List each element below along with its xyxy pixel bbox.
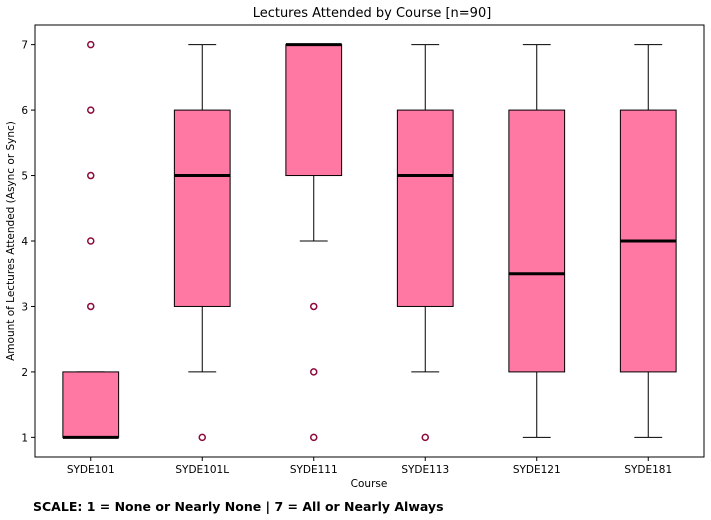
box-iqr — [285, 44, 343, 177]
outlier-point — [310, 368, 318, 376]
x-tick-label: SYDE101 — [67, 464, 115, 476]
axes-frame — [34, 24, 705, 458]
outlier-point — [421, 433, 429, 442]
y-tick-label: 6 — [21, 105, 28, 117]
box-iqr — [508, 109, 566, 373]
outlier-point — [87, 302, 95, 311]
box-iqr — [396, 109, 454, 307]
x-tick-label: SYDE101L — [175, 464, 229, 476]
outlier-point — [87, 237, 95, 245]
x-tick-label: SYDE111 — [290, 464, 338, 476]
outlier-point — [310, 302, 318, 311]
x-tick-label: SYDE113 — [401, 464, 449, 476]
scale-footnote: SCALE: 1 = None or Nearly None | 7 = All… — [33, 499, 444, 514]
y-tick-label: 5 — [21, 171, 28, 183]
y-tick-label: 7 — [21, 40, 28, 52]
y-tick-label: 1 — [21, 432, 28, 444]
y-tick-label: 2 — [21, 367, 28, 379]
chart-title: Lectures Attended by Course [n=90] — [253, 6, 492, 21]
plot-area: 1 2 3 4 5 6 7 SYDE101 SYDE101L SYDE111 SYDE113 SYDE… — [21, 24, 705, 476]
y-axis-label: Amount of Lectures Attended (Async or Sy… — [5, 121, 17, 361]
y-tick-label: 3 — [21, 301, 28, 313]
outlier-point — [198, 433, 206, 442]
x-tick-label: SYDE181 — [624, 464, 672, 476]
box-iqr — [62, 371, 120, 438]
box-iqr — [173, 109, 231, 307]
outlier-point — [310, 433, 318, 442]
x-tick-label: SYDE121 — [513, 464, 561, 476]
outlier-point — [87, 40, 95, 49]
y-tick-label: 4 — [21, 236, 28, 248]
outlier-point — [87, 171, 95, 180]
x-axis-label: Course — [351, 478, 388, 490]
outlier-point — [87, 106, 95, 114]
